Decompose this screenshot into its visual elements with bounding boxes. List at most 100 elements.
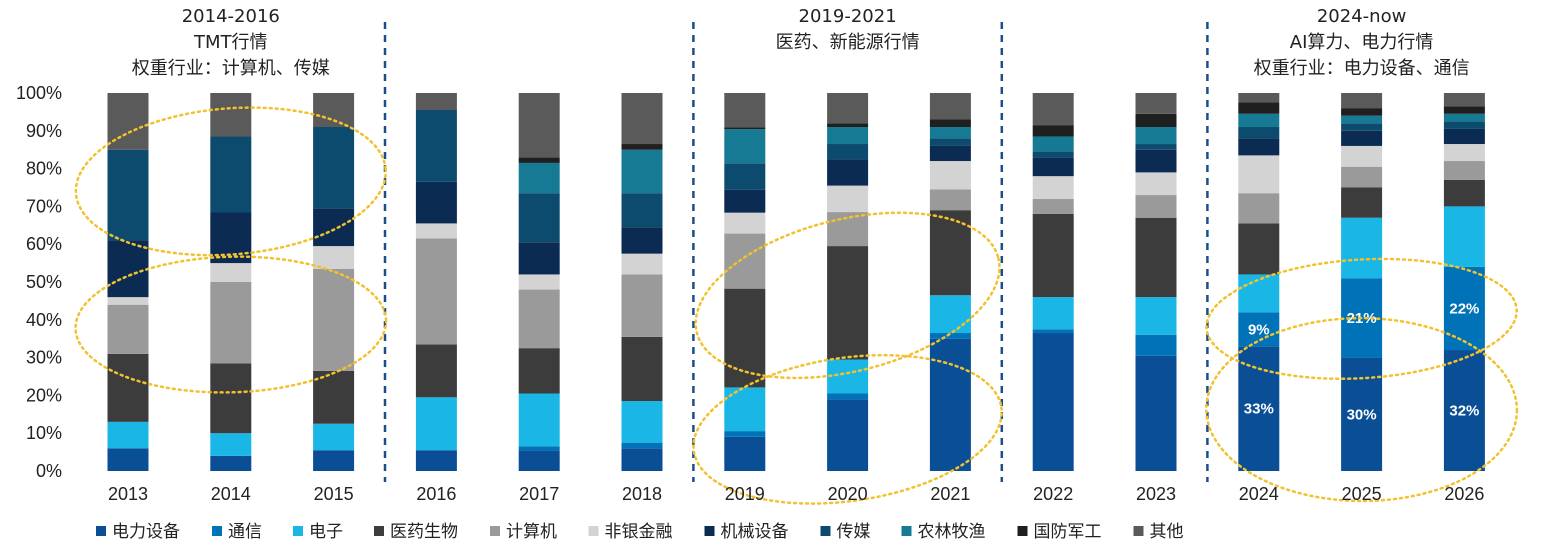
bar-segment <box>724 436 766 471</box>
bar-segment <box>827 159 869 186</box>
bar-segment <box>621 253 663 275</box>
bar-segment <box>621 336 663 402</box>
bar-segment <box>415 93 457 111</box>
legend-label: 通信 <box>228 522 262 542</box>
bar-segment <box>1238 155 1280 194</box>
bar-segment <box>827 123 869 128</box>
bar-segment <box>1238 102 1280 114</box>
bar-segment <box>210 433 252 456</box>
bar-segment <box>1443 350 1485 471</box>
bar-segment <box>313 268 355 371</box>
legend-swatch <box>212 526 222 536</box>
bar-segment <box>1443 206 1485 267</box>
bar-segment <box>1032 176 1074 199</box>
bar-segment <box>827 246 869 360</box>
bar-segment <box>518 348 560 394</box>
bar-segment <box>1238 312 1280 347</box>
bar-segment <box>107 149 149 241</box>
bar-segment <box>1135 355 1177 471</box>
x-tick-label: 2021 <box>930 484 970 504</box>
data-label: 22% <box>1449 300 1479 317</box>
bar-segment <box>724 163 766 190</box>
bar-segment <box>1443 144 1485 162</box>
legend: 电力设备 通信 电子 医药生物 计算机 非银金融 机械设备 传媒 农林牧渔 国防军工 其他 <box>96 522 1184 542</box>
legend-label: 机械设备 <box>721 522 789 542</box>
bar-segment <box>107 304 149 354</box>
bars <box>107 93 1485 471</box>
bar-segment <box>313 208 355 247</box>
bar-segment <box>1443 266 1485 351</box>
x-tick-label: 2025 <box>1342 484 1382 504</box>
legend-label: 医药生物 <box>390 522 458 542</box>
x-tick-label: 2017 <box>519 484 559 504</box>
bar-segment <box>1238 138 1280 156</box>
y-tick-label: 0% <box>36 461 62 481</box>
bar-segment <box>621 227 663 254</box>
y-tick-label: 40% <box>26 310 62 330</box>
bar-segment <box>415 110 457 182</box>
bar-segment <box>724 212 766 234</box>
bar-segment <box>415 344 457 398</box>
legend-label: 计算机 <box>506 522 557 542</box>
period-annotation: 2024-now <box>1317 6 1406 27</box>
x-tick-label: 2020 <box>828 484 868 504</box>
x-tick-label: 2014 <box>211 484 251 504</box>
bar-segment <box>1032 297 1074 330</box>
bar-segment <box>415 181 457 224</box>
bar-segment <box>210 363 252 434</box>
legend-swatch <box>704 526 715 536</box>
bar-segment <box>929 338 971 471</box>
bar-segment <box>621 93 663 145</box>
bar-segment <box>1443 128 1485 145</box>
y-tick-label: 20% <box>26 385 62 405</box>
legend-swatch <box>490 526 500 536</box>
bar-segment <box>724 387 766 432</box>
period-annotation: AI算力、电力行情 <box>1290 32 1434 53</box>
bar-segment <box>1032 198 1074 214</box>
period-annotation: 2019-2021 <box>799 6 897 27</box>
bar-segment <box>1341 217 1383 279</box>
data-label: 32% <box>1449 403 1479 420</box>
bar-segment <box>1341 166 1383 188</box>
bar-segment <box>1341 108 1383 116</box>
bar-segment <box>724 288 766 388</box>
bar-segment <box>415 238 457 345</box>
data-label: 33% <box>1244 401 1274 418</box>
bar-segment <box>518 93 560 158</box>
bar-segment <box>724 127 766 130</box>
x-tick-label: 2019 <box>725 484 765 504</box>
bar-segment <box>1135 127 1177 145</box>
legend-swatch <box>1017 526 1028 536</box>
bar-segment <box>621 144 663 150</box>
bar-segment <box>724 129 766 164</box>
bar-segment <box>621 149 663 194</box>
bar-segment <box>1032 125 1074 137</box>
legend-label: 非银金融 <box>605 522 673 542</box>
period-annotation: 医药、新能源行情 <box>776 32 920 53</box>
bar-segment <box>1238 193 1280 224</box>
bar-segment <box>621 274 663 337</box>
x-tick-label: 2018 <box>622 484 662 504</box>
bar-segment <box>1341 115 1383 124</box>
data-label: 9% <box>1248 321 1270 338</box>
bar-segment <box>621 442 663 449</box>
legend-swatch <box>901 526 912 536</box>
bar-segment <box>518 446 560 451</box>
bar-segment <box>1341 123 1383 131</box>
bar-segment <box>518 274 560 290</box>
y-tick-label: 60% <box>26 234 62 254</box>
legend-label: 电子 <box>309 522 343 542</box>
x-tick-label: 2016 <box>416 484 456 504</box>
bar-segment <box>1135 172 1177 196</box>
bar-segment <box>929 210 971 296</box>
bar-segment <box>1443 161 1485 180</box>
bar-segment <box>1032 157 1074 177</box>
bar-segment <box>107 353 149 422</box>
bar-segment <box>827 399 869 471</box>
bar-segment <box>210 455 252 471</box>
bar-segment <box>518 450 560 471</box>
bar-segment <box>929 333 971 339</box>
period-dividers <box>383 22 1209 482</box>
highlight-ellipse <box>1205 257 1518 381</box>
